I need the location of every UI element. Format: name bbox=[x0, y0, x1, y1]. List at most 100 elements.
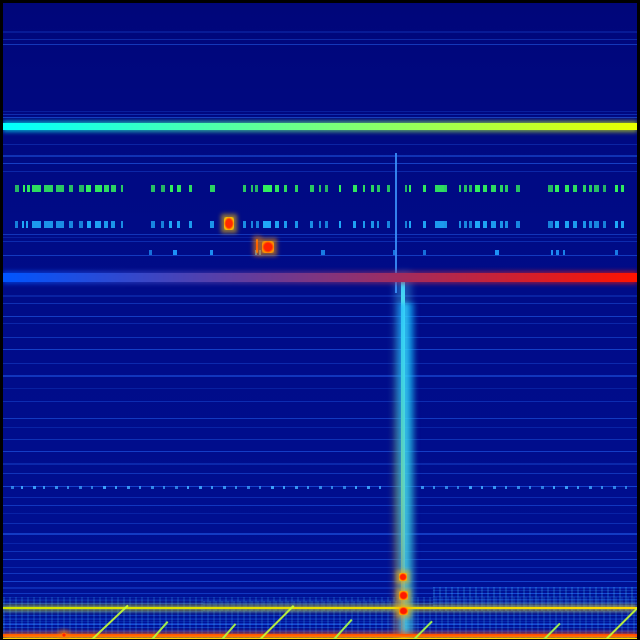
burst-segment-3-5 bbox=[67, 486, 69, 489]
burst-segment-1-25 bbox=[295, 221, 298, 228]
faint-trace-10 bbox=[3, 234, 637, 235]
faint-trace-19 bbox=[3, 349, 637, 350]
burst-segment-1-15 bbox=[169, 221, 172, 228]
burst-segment-1-38 bbox=[435, 221, 444, 228]
burst-segment-3-9 bbox=[115, 486, 117, 489]
burst-row-1 bbox=[3, 221, 637, 228]
burst-segment-0-6 bbox=[69, 185, 73, 192]
burst-segment-3-39 bbox=[505, 486, 507, 489]
faint-trace-6 bbox=[3, 144, 637, 145]
burst-segment-1-24 bbox=[284, 221, 287, 228]
faint-trace-3 bbox=[3, 111, 637, 112]
band-glow-band-bottom-yellow-2 bbox=[3, 636, 637, 639]
burst-segment-1-19 bbox=[243, 221, 246, 228]
burst-segment-1-6 bbox=[69, 221, 73, 228]
faint-trace-15 bbox=[3, 303, 637, 304]
band-glow-band-bottom-yellow bbox=[3, 605, 637, 611]
burst-segment-3-15 bbox=[187, 486, 189, 489]
chirp-5 bbox=[413, 620, 433, 639]
burst-segment-1-23 bbox=[275, 221, 279, 228]
faint-trace-43 bbox=[3, 593, 637, 594]
burst-segment-2-4 bbox=[259, 250, 261, 255]
burst-segment-2-0 bbox=[149, 250, 152, 255]
burst-segment-1-56 bbox=[603, 221, 606, 228]
burst-segment-1-51 bbox=[565, 221, 569, 228]
burst-segment-1-11 bbox=[111, 221, 115, 228]
hotspot-hotspot-c bbox=[256, 239, 258, 253]
burst-row-2 bbox=[3, 250, 637, 255]
burst-segment-2-8 bbox=[495, 250, 499, 255]
burst-segment-2-1 bbox=[173, 250, 177, 255]
burst-segment-3-14 bbox=[175, 486, 178, 489]
burst-segment-1-40 bbox=[459, 221, 461, 228]
faint-trace-42 bbox=[3, 587, 637, 589]
chirp-7 bbox=[543, 623, 561, 639]
burst-segment-1-0 bbox=[15, 221, 18, 228]
faint-trace-39 bbox=[3, 567, 637, 568]
burst-segment-0-36 bbox=[409, 185, 411, 192]
burst-segment-1-13 bbox=[151, 221, 155, 228]
burst-segment-0-47 bbox=[505, 185, 508, 192]
faint-trace-32 bbox=[3, 505, 637, 506]
hotspot-layer bbox=[3, 3, 637, 639]
burst-segment-0-18 bbox=[210, 185, 215, 192]
faint-trace-21 bbox=[3, 375, 637, 377]
chirp-1 bbox=[151, 620, 169, 639]
noise-block-1 bbox=[433, 587, 637, 611]
main-carrier bbox=[401, 273, 405, 639]
burst-segment-3-38 bbox=[493, 486, 496, 489]
burst-segment-2-5 bbox=[321, 250, 325, 255]
burst-segment-2-6 bbox=[393, 250, 395, 255]
burst-segment-1-58 bbox=[621, 221, 624, 228]
burst-segment-0-8 bbox=[86, 185, 91, 192]
burst-segment-3-25 bbox=[307, 486, 309, 489]
burst-segment-0-5 bbox=[56, 185, 64, 192]
burst-segment-3-1 bbox=[21, 486, 23, 489]
burst-segment-3-11 bbox=[139, 486, 141, 489]
burst-segment-0-42 bbox=[469, 185, 472, 192]
burst-segment-1-36 bbox=[409, 221, 411, 228]
faint-trace-20 bbox=[3, 363, 637, 364]
burst-segment-1-41 bbox=[464, 221, 467, 228]
burst-segment-1-43 bbox=[475, 221, 480, 228]
burst-segment-0-26 bbox=[310, 185, 314, 192]
burst-segment-1-4 bbox=[44, 221, 53, 228]
burst-segment-3-41 bbox=[529, 486, 531, 489]
burst-segment-1-50 bbox=[555, 221, 559, 228]
burst-segment-1-28 bbox=[325, 221, 328, 228]
burst-segment-1-42 bbox=[469, 221, 472, 228]
burst-segment-0-17 bbox=[189, 185, 192, 192]
burst-segment-3-47 bbox=[601, 486, 603, 489]
burst-segment-0-9 bbox=[95, 185, 102, 192]
burst-segment-3-3 bbox=[43, 486, 45, 489]
burst-segment-3-45 bbox=[577, 486, 579, 489]
faint-trace-9 bbox=[3, 171, 637, 172]
faint-trace-31 bbox=[3, 497, 637, 498]
hotspot-hotspot-b bbox=[262, 241, 274, 253]
noise-block-layer bbox=[3, 3, 637, 639]
upper-thin-carrier bbox=[395, 153, 397, 293]
faint-trace-48 bbox=[3, 619, 637, 620]
burst-segment-0-32 bbox=[371, 185, 374, 192]
faint-trace-7 bbox=[3, 155, 637, 157]
faint-trace-13 bbox=[3, 255, 637, 256]
faint-trace-27 bbox=[3, 451, 637, 452]
faint-trace-35 bbox=[3, 533, 637, 535]
faint-trace-1 bbox=[3, 39, 637, 40]
burst-segment-1-37 bbox=[423, 221, 426, 228]
noise-block-speckle-2 bbox=[203, 601, 403, 611]
burst-segment-0-38 bbox=[435, 185, 444, 192]
burst-segment-1-35 bbox=[405, 221, 407, 228]
hotspot-halo-hotspot-b bbox=[259, 238, 277, 256]
burst-segment-1-34 bbox=[387, 221, 390, 228]
burst-segment-0-4 bbox=[44, 185, 53, 192]
spectrogram-plot-area[interactable] bbox=[3, 3, 637, 639]
burst-segment-1-2 bbox=[26, 221, 28, 228]
faint-trace-34 bbox=[3, 523, 637, 524]
hotspot-halo-hotspot-carrier-2 bbox=[396, 588, 411, 603]
burst-segment-1-55 bbox=[594, 221, 599, 228]
burst-segment-1-3 bbox=[32, 221, 41, 228]
faint-trace-22 bbox=[3, 388, 637, 389]
faint-trace-47 bbox=[3, 615, 637, 616]
